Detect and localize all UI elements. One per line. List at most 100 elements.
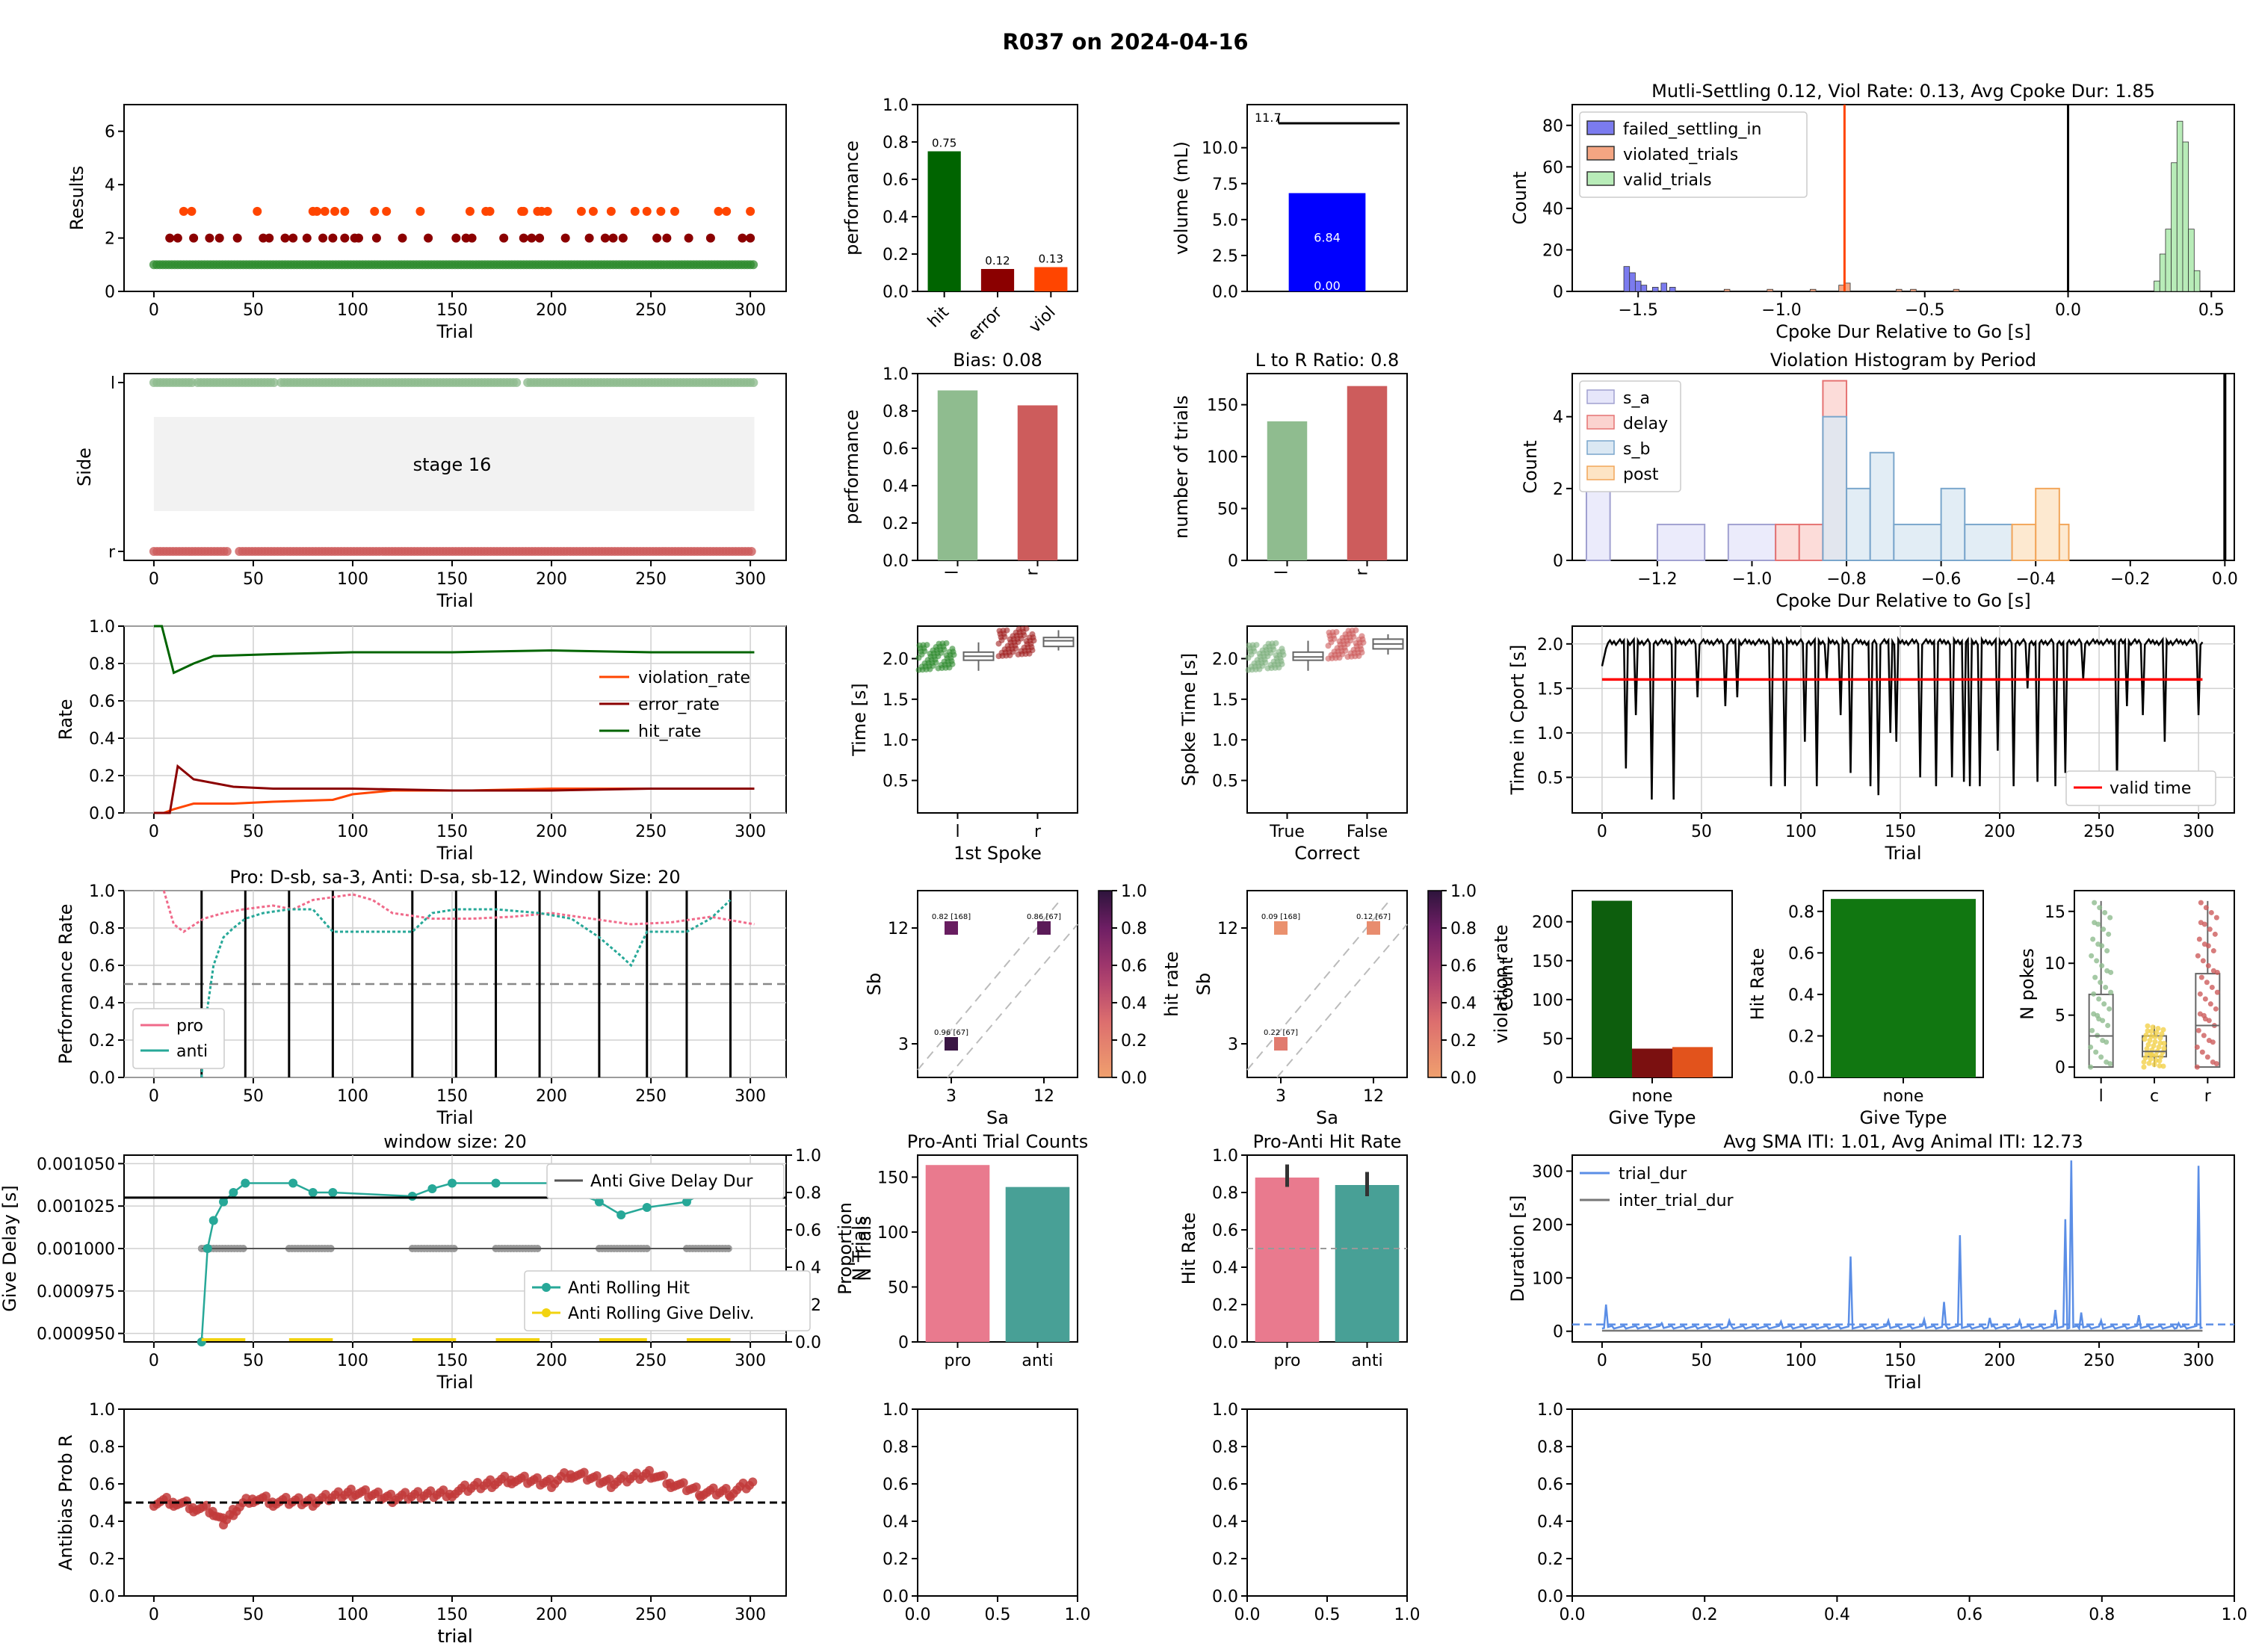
jitter-point	[2098, 980, 2104, 986]
data-point	[173, 233, 182, 243]
hist-step	[1585, 487, 1611, 561]
jitter-point	[2196, 936, 2202, 942]
y-tick-label: 100	[877, 1224, 909, 1243]
hist-bar	[1767, 288, 1773, 292]
y-tick-label: 0.6	[1788, 944, 1814, 963]
x-tick-label: 0	[1597, 823, 1607, 841]
y-tick-label: 5	[2055, 1007, 2065, 1026]
jitter-point	[2197, 991, 2203, 997]
data-point	[426, 1486, 436, 1496]
y-tick-label: 0.4	[883, 1513, 909, 1532]
y-tick-label: 0.6	[89, 693, 115, 711]
rolling-hit-point	[594, 1197, 604, 1207]
data-point	[232, 233, 242, 243]
rolling-hit-point	[682, 1197, 691, 1207]
data-point	[182, 1496, 191, 1506]
y-tick-label: 0.2	[883, 515, 909, 533]
y-axis-label: N pokes	[2017, 948, 2038, 1020]
data-point	[721, 1484, 731, 1493]
jitter-point	[2154, 1030, 2160, 1036]
data-point	[294, 1493, 303, 1503]
data-point	[371, 233, 381, 243]
x-tick-label: 200	[1984, 823, 2015, 841]
legend-swatch	[1586, 120, 1615, 135]
colorbar-tick-label: 0.6	[1450, 957, 1477, 976]
y-tick-label: 0.0	[883, 552, 909, 571]
x-tick-label: 0.0	[1234, 1606, 1261, 1624]
jitter-point	[1273, 640, 1279, 646]
data-point	[374, 1487, 383, 1497]
y-tick-label: 0.4	[89, 730, 115, 749]
data-point	[659, 1470, 669, 1480]
x-tick-label: 1.0	[2222, 1606, 2248, 1624]
x-axis-label: Trial	[436, 321, 473, 342]
heat-cell	[1274, 1037, 1288, 1051]
jitter-point	[2098, 1054, 2104, 1060]
jitter-point	[2145, 1023, 2151, 1029]
x-tick-label: 100	[337, 1087, 368, 1106]
data-point	[205, 233, 214, 243]
x-tick-label: 200	[536, 1606, 567, 1624]
jitter-point	[1279, 661, 1285, 667]
rolling-hit-point	[407, 1192, 417, 1201]
legend-marker	[542, 1283, 551, 1292]
hist-bar	[2176, 120, 2183, 292]
jitter-point	[2206, 1018, 2212, 1024]
jitter-point	[2199, 1049, 2205, 1055]
y2-axis-label: N Trials	[854, 1216, 875, 1281]
panel-title: Pro-Anti Hit Rate	[1253, 1131, 1402, 1152]
y-tick-label: 7.5	[1212, 176, 1238, 194]
jitter-point	[2101, 1001, 2107, 1007]
data-point	[722, 206, 732, 216]
x-tick-label: c	[2150, 1087, 2159, 1106]
x-tick-label: −0.4	[2015, 570, 2055, 589]
legend-label: trial_dur	[1619, 1165, 1687, 1184]
box	[1042, 637, 1075, 648]
panel-p53: Pro-Anti Hit Rate 0.0 0.2 0.4 0.6 0.8 1.0 Hit R…	[1178, 1131, 1408, 1370]
x-axis-label: Sa	[986, 1107, 1009, 1128]
data-point	[679, 1478, 688, 1488]
y-tick-label: 0.6	[89, 1476, 115, 1494]
y-tick-label: 4	[1553, 409, 1563, 427]
data-point	[691, 1482, 701, 1492]
jitter-point	[2161, 1045, 2167, 1051]
panel-p52: Pro-Anti Trial Counts 0 50 100 150 N Trials pr…	[849, 1131, 1088, 1370]
data-point	[353, 233, 363, 243]
y-tick-label: 0.2	[1212, 1550, 1238, 1569]
y-tick-label: 2.0	[1212, 650, 1238, 669]
x-axis-label: 1st Spoke	[954, 843, 1042, 864]
panel-p32: 0.5 1.0 1.5 2.0 Time [s] 1st Spoke l r	[849, 625, 1078, 864]
data-point	[606, 206, 616, 216]
hist-step	[1869, 451, 1895, 561]
data-point	[370, 206, 380, 216]
x-tick-label: 300	[735, 1087, 766, 1106]
jitter-point	[2144, 1046, 2150, 1052]
box	[1292, 651, 1324, 661]
y-tick-label: 0	[1553, 1069, 1563, 1088]
x-tick-label: l	[955, 823, 959, 841]
data-point	[340, 233, 350, 243]
data-point	[652, 233, 662, 243]
data-point	[280, 233, 290, 243]
hist-bar	[1629, 272, 1636, 292]
stage-band	[153, 417, 755, 511]
data-point	[746, 206, 755, 216]
y-tick-label: 150	[1532, 953, 1563, 971]
jitter-point	[2104, 1039, 2110, 1045]
jitter-point	[1029, 647, 1036, 654]
x-tick-label: 150	[436, 1352, 468, 1370]
jitter-point	[933, 659, 939, 666]
y-tick-label: 0.8	[89, 920, 115, 938]
jitter-point	[2091, 991, 2097, 997]
y-axis-label: number of trials	[1171, 395, 1192, 539]
data-point	[161, 1493, 171, 1502]
panel-title: Pro-Anti Trial Counts	[907, 1131, 1088, 1152]
y2-tick-label: 1.0	[795, 1147, 821, 1166]
y-tick-label: 10	[2045, 955, 2065, 974]
y-tick-label: 10.0	[1202, 140, 1238, 158]
y-tick-label: 2.5	[1212, 247, 1238, 266]
y-tick-label: 1.0	[883, 731, 909, 750]
hist-step	[1775, 523, 1800, 562]
x-tick-label: 200	[536, 823, 567, 841]
bar	[1005, 1187, 1070, 1342]
